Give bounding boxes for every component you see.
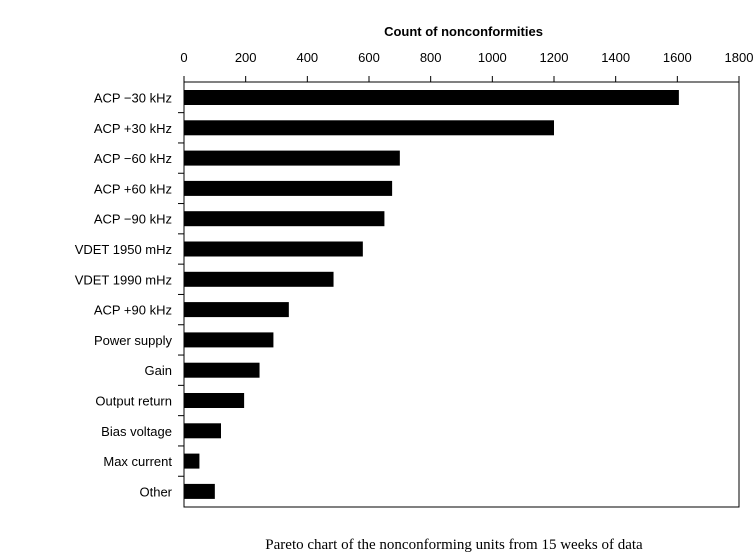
bar (184, 120, 554, 136)
category-label: Gain (145, 363, 172, 378)
bar (184, 423, 221, 439)
bar (184, 271, 334, 287)
category-label: ACP +30 kHz (94, 121, 172, 136)
chart-title: Count of nonconformities (384, 24, 543, 39)
bar (184, 453, 200, 469)
bar (184, 150, 400, 166)
category-label: VDET 1950 mHz (75, 242, 172, 257)
x-tick-label: 1200 (540, 50, 569, 65)
bar (184, 241, 363, 257)
x-tick-label: 400 (296, 50, 318, 65)
category-label: Output return (95, 394, 172, 409)
x-tick-label: 0 (180, 50, 187, 65)
bar (184, 332, 274, 348)
plot-frame (183, 81, 740, 508)
category-label: Bias voltage (101, 424, 172, 439)
x-tick-label: 600 (358, 50, 380, 65)
x-tick-label: 1800 (725, 50, 754, 65)
category-label: ACP −90 kHz (94, 212, 172, 227)
bar (184, 362, 260, 378)
category-label: ACP −30 kHz (94, 91, 172, 106)
category-label: ACP +90 kHz (94, 303, 172, 318)
x-tick-label: 800 (420, 50, 442, 65)
category-label: Other (139, 484, 172, 499)
x-axis-ticks: 0 200 400 600 800 1000 1200 1400 1600 1800 (180, 50, 753, 82)
x-tick-label: 1400 (601, 50, 630, 65)
category-labels: ACP −30 kHz ACP +30 kHz ACP −60 kHz ACP +60… (75, 91, 184, 499)
category-label: Max current (103, 454, 172, 469)
bar (184, 180, 393, 196)
bar (184, 483, 215, 499)
x-tick-label: 1000 (478, 50, 507, 65)
bar (184, 302, 289, 318)
x-tick-label: 1600 (663, 50, 692, 65)
category-label: VDET 1990 mHz (75, 272, 172, 287)
category-label: ACP +60 kHz (94, 181, 172, 196)
chart-caption: Pareto chart of the nonconforming units … (265, 537, 643, 553)
bar (184, 211, 385, 227)
bar (184, 393, 245, 408)
category-label: ACP −60 kHz (94, 151, 172, 166)
category-label: Power supply (94, 333, 173, 348)
x-tick-label: 200 (235, 50, 257, 65)
bars-group (184, 90, 679, 499)
bar (184, 90, 679, 105)
